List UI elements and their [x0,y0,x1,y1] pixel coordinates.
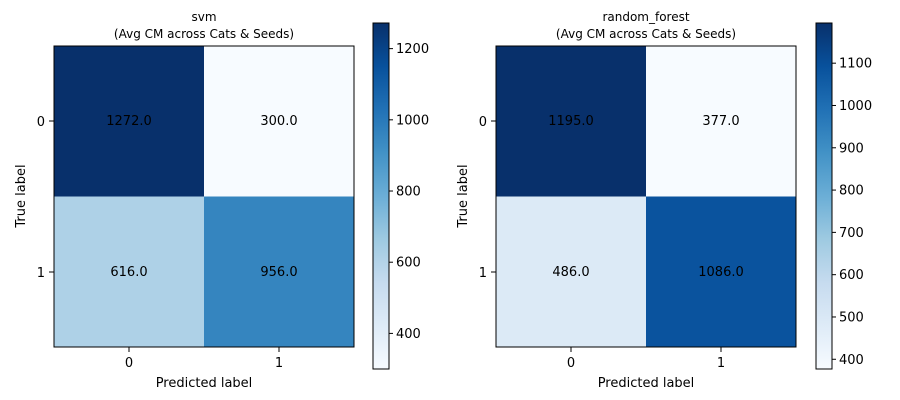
colorbar-tick-label: 400 [396,327,421,342]
colorbar-tick-label: 500 [839,310,864,325]
x-tick-label: 0 [567,356,575,371]
cell-value-label: 1272.0 [106,114,152,129]
cell-value-label: 1086.0 [698,265,744,280]
x-axis-label: Predicted label [156,376,253,391]
cell-value-label: 486.0 [552,265,589,280]
axes-frame [53,45,355,348]
x-tick-label: 1 [275,356,283,371]
svm-confusion-matrix: svm (Avg CM across Cats & Seeds) 1272.0 … [14,10,429,391]
colorbar-tick-label: 800 [396,185,421,200]
matrix-cell [646,196,796,347]
colorbar-tick-label: 900 [839,141,864,156]
cell-value-label: 956.0 [260,265,297,280]
y-tick-label: 0 [479,115,487,130]
matrix-cell [204,196,354,347]
y-axis-label: True label [456,164,471,228]
y-tick-label: 1 [37,266,45,281]
chart-subtitle: (Avg CM across Cats & Seeds) [556,27,736,41]
random-forest-confusion-matrix: random_forest (Avg CM across Cats & Seed… [456,10,872,391]
colorbar-tick-label: 600 [396,256,421,271]
y-tick-label: 0 [37,115,45,130]
matrix-cell [496,46,646,197]
y-tick-label: 1 [479,266,487,281]
chart-title: random_forest [602,10,689,24]
matrix-cell [54,46,204,197]
colorbar [815,22,833,370]
cell-value-label: 300.0 [260,114,297,129]
x-tick-label: 0 [125,356,133,371]
axes-frame [495,45,797,348]
colorbar-tick-label: 1100 [839,57,872,72]
colorbar-tick-label: 1000 [839,99,872,114]
colorbar-tick-label: 1200 [396,42,429,57]
chart-subtitle: (Avg CM across Cats & Seeds) [114,27,294,41]
x-tick-label: 1 [717,356,725,371]
colorbar [372,22,390,370]
x-axis-label: Predicted label [598,376,695,391]
colorbar-ticks: 400 600 800 1000 1200 [389,42,429,342]
y-axis-label: True label [14,164,29,228]
matrix-cell [496,196,646,347]
matrix-cell [646,46,796,197]
chart-title: svm [191,10,216,24]
cell-value-label: 1195.0 [548,114,594,129]
colorbar-tick-label: 700 [839,226,864,241]
colorbar-tick-label: 600 [839,268,864,283]
colorbar-ticks: 400 500 600 700 800 900 1000 1100 [832,57,872,368]
matrix-cell [204,46,354,197]
matrix-cell [54,196,204,347]
colorbar-tick-label: 400 [839,353,864,368]
colorbar-tick-label: 1000 [396,113,429,128]
cell-value-label: 616.0 [110,265,147,280]
colorbar-tick-label: 800 [839,184,864,199]
cell-value-label: 377.0 [702,114,739,129]
